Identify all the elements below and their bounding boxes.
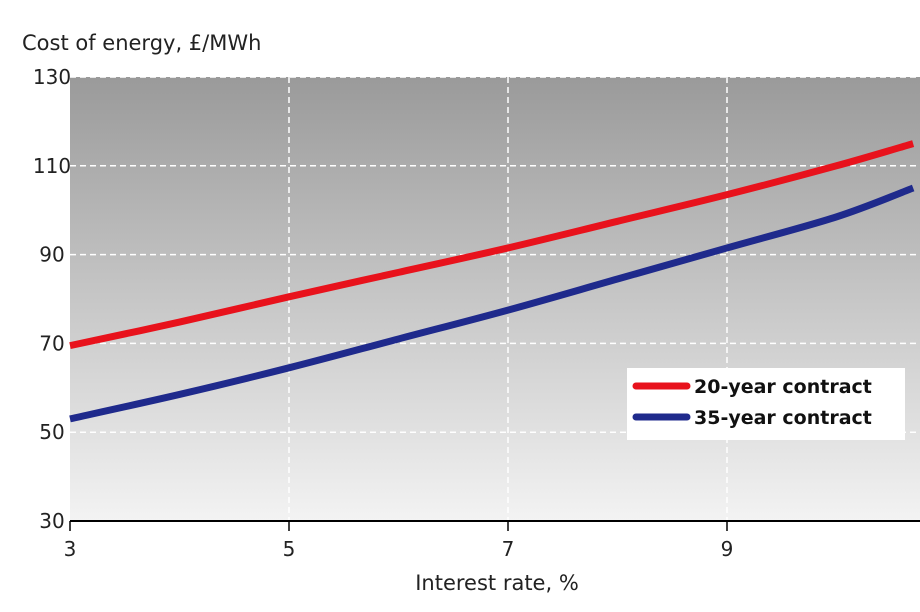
y-tick-label: 90 <box>39 243 64 267</box>
legend: 20-year contract 35-year contract <box>627 368 905 440</box>
legend-box <box>627 368 905 440</box>
y-tick-label: 110 <box>33 154 71 178</box>
series-lines <box>69 140 915 423</box>
plot-area <box>70 77 920 521</box>
series-line-1 <box>69 140 915 350</box>
gridlines <box>70 76 920 521</box>
y-tick-label: 130 <box>33 65 71 89</box>
y-axis-ticks: 30 50 70 90 110 130 <box>33 65 71 533</box>
y-tick-label: 50 <box>39 420 64 444</box>
y-axis-title: Cost of energy, £/MWh <box>22 31 261 55</box>
series-line-2 <box>69 184 915 423</box>
x-tick-label: 3 <box>64 537 77 561</box>
x-tick-label: 9 <box>721 537 734 561</box>
legend-label-2: 35-year contract <box>694 407 872 429</box>
x-axis-ticks: 3 5 7 9 <box>64 521 734 561</box>
y-tick-label: 30 <box>39 509 64 533</box>
x-tick-label: 7 <box>502 537 515 561</box>
y-tick-label: 70 <box>39 331 64 355</box>
x-tick-label: 5 <box>283 537 296 561</box>
x-axis-title: Interest rate, % <box>415 571 579 595</box>
legend-label-1: 20-year contract <box>694 376 872 398</box>
